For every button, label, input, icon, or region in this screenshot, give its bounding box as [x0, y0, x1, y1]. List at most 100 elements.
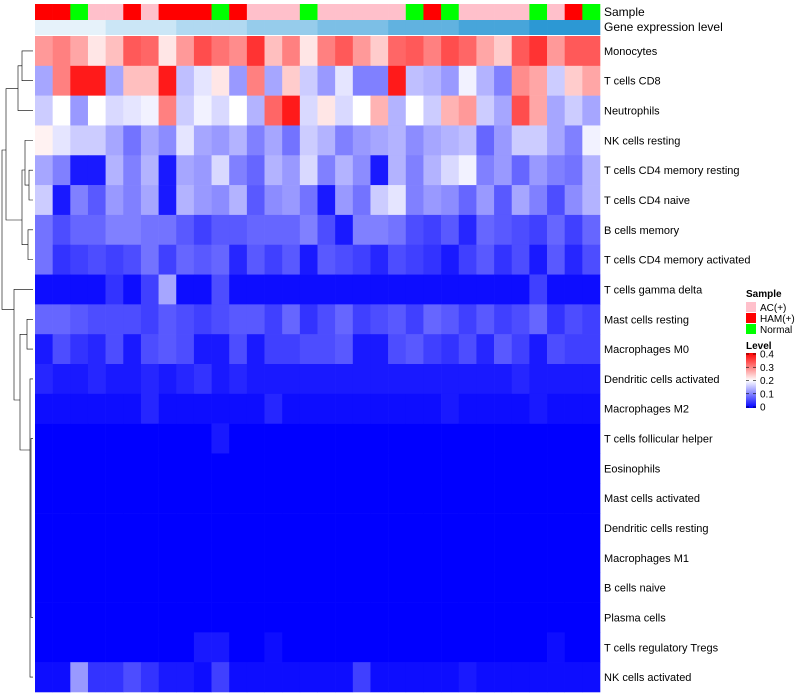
heatmap-cell — [529, 125, 548, 156]
heatmap-cell — [211, 572, 230, 603]
heatmap-cell — [282, 214, 301, 246]
dendrogram-branch — [24, 140, 33, 186]
heatmap-cell — [511, 274, 530, 305]
heatmap-cell — [70, 513, 89, 544]
heatmap-cell — [564, 662, 583, 693]
heatmap-cell — [229, 483, 248, 514]
gene-expression-annotation-cell — [370, 20, 389, 35]
heatmap-cell — [282, 95, 301, 126]
heatmap-cell — [494, 542, 513, 574]
gene-expression-annotation-cell — [123, 20, 142, 35]
heatmap-cell — [211, 125, 230, 156]
heatmap-cell — [582, 304, 601, 335]
heatmap-cell — [405, 304, 424, 335]
heatmap-cell — [282, 662, 301, 693]
heatmap-cell — [87, 483, 106, 514]
heatmap-cell — [140, 65, 159, 96]
heatmap-cell — [282, 483, 301, 514]
heatmap-cell — [299, 125, 318, 156]
heatmap-cell — [105, 364, 124, 395]
legend-level-tick-label: 0.3 — [760, 363, 774, 374]
heatmap-cell — [564, 572, 583, 603]
heatmap-cell — [547, 95, 565, 126]
heatmap-cell — [388, 572, 407, 603]
legend-sample-swatch — [746, 302, 756, 312]
heatmap-cell — [335, 632, 354, 663]
heatmap-cell — [70, 65, 89, 96]
row-label: T cells regulatory Tregs — [604, 642, 719, 654]
heatmap-cell — [388, 393, 407, 424]
heatmap-cell — [35, 632, 53, 663]
heatmap-cell — [423, 602, 442, 633]
sample-annotation-cell — [35, 4, 53, 20]
heatmap-cell — [158, 214, 177, 246]
heatmap-cell — [52, 125, 71, 156]
gene-expression-annotation-cell — [140, 20, 159, 35]
heatmap-cell — [158, 244, 177, 275]
heatmap-cell — [547, 36, 565, 67]
heatmap-cell — [582, 334, 601, 365]
heatmap-cell — [87, 453, 106, 484]
gene-expression-annotation-cell — [511, 20, 530, 35]
heatmap-cell — [423, 423, 442, 454]
heatmap-cell — [335, 483, 354, 514]
row-label: B cells naive — [604, 583, 666, 595]
heatmap-cell — [458, 334, 477, 365]
heatmap-cell — [211, 65, 230, 96]
heatmap-cell — [140, 632, 159, 663]
heatmap-cell — [529, 483, 548, 514]
heatmap-cell — [176, 423, 195, 454]
heatmap-cell — [176, 334, 195, 365]
sample-annotation-cell — [158, 4, 177, 20]
gene-expression-annotation-cell — [246, 20, 265, 35]
gene-expression-annotation-cell — [229, 20, 248, 35]
heatmap-cell — [52, 155, 71, 186]
gene-expression-annotation-cell — [441, 20, 460, 35]
heatmap-cell — [52, 393, 71, 424]
heatmap-cell — [405, 185, 424, 216]
heatmap-cell — [229, 214, 248, 246]
heatmap-cell — [176, 483, 195, 514]
heatmap-cell — [105, 274, 124, 305]
heatmap-cell — [211, 95, 230, 126]
heatmap-cell — [317, 632, 336, 663]
heatmap-cell — [494, 125, 513, 156]
heatmap-cell — [87, 662, 106, 693]
heatmap-cell — [35, 65, 53, 96]
legend-sample-swatch — [746, 324, 756, 334]
heatmap-cell — [246, 393, 265, 424]
heatmap-cell — [140, 185, 159, 216]
row-label: T cells CD4 naive — [604, 195, 690, 207]
heatmap-cell — [211, 155, 230, 186]
heatmap-cell — [87, 572, 106, 603]
heatmap-cell — [299, 155, 318, 186]
heatmap-cell — [87, 513, 106, 544]
sample-annotation-cell — [52, 4, 71, 20]
heatmap-cell — [317, 185, 336, 216]
heatmap-cell — [229, 513, 248, 544]
heatmap-cell — [123, 602, 142, 633]
heatmap-cell — [35, 483, 53, 514]
heatmap-cell — [140, 662, 159, 693]
heatmap-cell — [511, 155, 530, 186]
heatmap-cell — [246, 602, 265, 633]
heatmap-cell — [335, 453, 354, 484]
heatmap-cell — [299, 602, 318, 633]
heatmap-cell — [176, 662, 195, 693]
heatmap-cell — [299, 244, 318, 275]
heatmap-cell — [105, 602, 124, 633]
heatmap-cell — [458, 304, 477, 335]
heatmap-cell — [494, 36, 513, 67]
sample-annotation-cell — [211, 4, 230, 20]
heatmap-cell — [582, 572, 601, 603]
legend-level-title: Level — [746, 341, 772, 352]
heatmap-cell — [264, 274, 283, 305]
heatmap-cell — [140, 36, 159, 67]
heatmap-cell — [70, 602, 89, 633]
heatmap-cell — [370, 214, 389, 246]
heatmap-cell — [193, 304, 212, 335]
heatmap-cell — [405, 244, 424, 275]
heatmap-cell — [70, 572, 89, 603]
heatmap-cell — [211, 185, 230, 216]
